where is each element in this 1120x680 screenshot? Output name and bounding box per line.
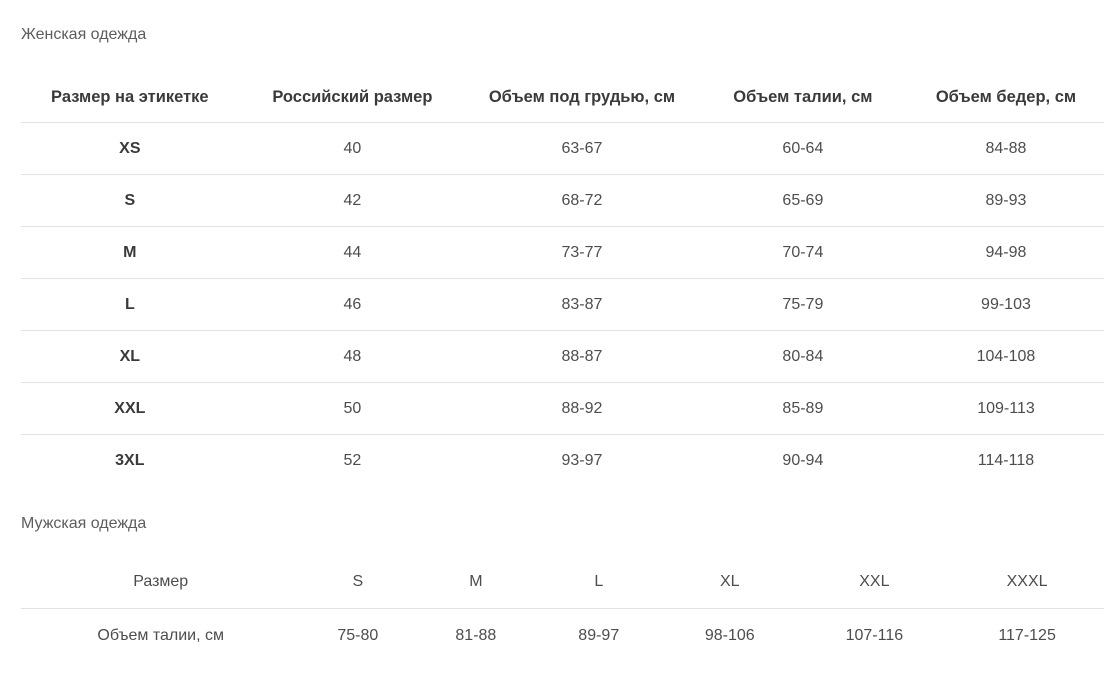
size-label-cell: S <box>21 174 239 227</box>
table-row-l: L 46 83-87 75-79 99-103 <box>21 278 1104 331</box>
underbust-cell: 93-97 <box>561 451 603 469</box>
men-size-row-label: Размер <box>21 555 301 609</box>
men-waist-xxxl: 117-125 <box>998 626 1056 644</box>
size-chart-page: Женская одежда Размер на этикетке Россий… <box>21 26 1104 662</box>
underbust-cell: 83-87 <box>466 278 698 331</box>
table-row-s: S 42 68-72 65-69 89-93 <box>21 174 1104 227</box>
men-section-title: Мужская одежда <box>21 515 147 532</box>
men-size-header-row: Размер S M L XL XXL XXXL <box>21 555 1104 609</box>
hips-cell: 114-118 <box>977 451 1035 469</box>
russian-size-cell: 48 <box>238 330 467 383</box>
table-row-xs: XS 40 63-67 60-64 84-88 <box>21 122 1104 175</box>
men-waist-m: 81-88 <box>455 626 497 644</box>
column-header-russian-size: Российский размер <box>238 72 467 123</box>
russian-size-cell: 52 <box>343 451 362 469</box>
men-waist-row-label: Объем талии, см <box>97 626 224 644</box>
waist-cell: 85-89 <box>697 382 908 435</box>
size-label-cell: 3XL <box>115 451 145 469</box>
waist-cell: 60-64 <box>697 122 908 175</box>
men-size-table: Размер S M L XL XXL XXXL Объем талии, см… <box>21 555 1104 662</box>
men-waist-s: 75-80 <box>337 626 379 644</box>
russian-size-cell: 40 <box>238 122 467 175</box>
men-waist-row: Объем талии, см 75-80 81-88 89-97 98-106… <box>21 609 1104 663</box>
hips-cell: 89-93 <box>907 174 1104 227</box>
underbust-cell: 88-92 <box>466 382 698 435</box>
men-waist-xxl: 107-116 <box>845 626 904 644</box>
size-label-cell: XS <box>21 122 239 175</box>
hips-cell: 104-108 <box>907 330 1104 383</box>
waist-cell: 90-94 <box>782 451 824 469</box>
size-label-cell: L <box>21 278 239 331</box>
men-waist-xl: 98-106 <box>704 626 755 644</box>
russian-size-cell: 46 <box>238 278 467 331</box>
men-size-m: M <box>415 555 537 609</box>
table-row-xxl: XXL 50 88-92 85-89 109-113 <box>21 382 1104 435</box>
russian-size-cell: 50 <box>238 382 467 435</box>
russian-size-cell: 44 <box>238 226 467 279</box>
men-size-l: L <box>536 555 662 609</box>
underbust-cell: 73-77 <box>466 226 698 279</box>
women-size-table: Размер на этикетке Российский размер Объ… <box>21 72 1104 486</box>
column-header-waist: Объем талии, см <box>697 72 908 123</box>
women-section-title: Женская одежда <box>21 26 147 43</box>
waist-cell: 65-69 <box>697 174 908 227</box>
waist-cell: 80-84 <box>697 330 908 383</box>
column-header-hips: Объем бедер, см <box>907 72 1104 123</box>
size-label-cell: M <box>21 226 239 279</box>
hips-cell: 109-113 <box>907 382 1104 435</box>
hips-cell: 94-98 <box>907 226 1104 279</box>
table-row-xl: XL 48 88-87 80-84 104-108 <box>21 330 1104 383</box>
men-waist-l: 89-97 <box>578 626 620 644</box>
size-label-cell: XXL <box>21 382 239 435</box>
table-row-m: M 44 73-77 70-74 94-98 <box>21 226 1104 279</box>
column-header-label-size: Размер на этикетке <box>21 72 239 123</box>
men-size-xl: XL <box>661 555 799 609</box>
waist-cell: 70-74 <box>697 226 908 279</box>
underbust-cell: 88-87 <box>466 330 698 383</box>
underbust-cell: 63-67 <box>466 122 698 175</box>
women-table-header-row: Размер на этикетке Российский размер Объ… <box>21 72 1104 123</box>
men-size-s: S <box>300 555 416 609</box>
size-label-cell: XL <box>21 330 239 383</box>
hips-cell: 99-103 <box>907 278 1104 331</box>
hips-cell: 84-88 <box>907 122 1104 175</box>
men-size-xxl: XXL <box>798 555 951 609</box>
underbust-cell: 68-72 <box>466 174 698 227</box>
men-size-xxxl: XXXL <box>950 555 1104 609</box>
column-header-underbust: Объем под грудью, см <box>466 72 698 123</box>
russian-size-cell: 42 <box>238 174 467 227</box>
waist-cell: 75-79 <box>697 278 908 331</box>
table-row-3xl: 3XL 52 93-97 90-94 114-118 <box>21 435 1104 487</box>
